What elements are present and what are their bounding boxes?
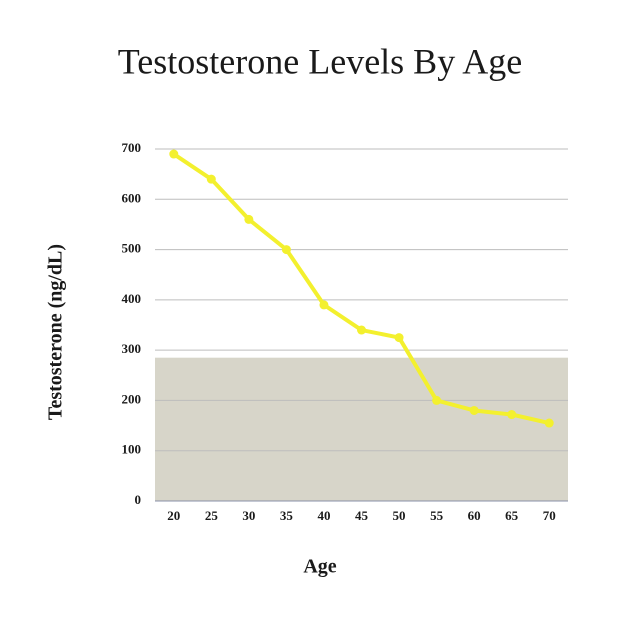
x-tick-label: 25 xyxy=(205,508,219,523)
data-point xyxy=(544,418,554,428)
x-tick-label: 50 xyxy=(393,508,406,523)
data-point xyxy=(357,325,366,335)
data-point xyxy=(469,405,479,415)
data-point xyxy=(394,333,404,343)
y-tick-label: 700 xyxy=(122,140,142,155)
y-tick-label: 600 xyxy=(122,190,142,205)
data-point xyxy=(244,214,254,224)
chart-title: Testosterone Levels By Age xyxy=(118,41,522,81)
y-tick-label: 100 xyxy=(122,442,142,457)
x-tick-label: 55 xyxy=(430,508,444,523)
data-point xyxy=(319,300,329,310)
x-tick-label: 30 xyxy=(242,508,255,523)
data-point xyxy=(206,174,216,184)
y-tick-label: 500 xyxy=(122,241,142,256)
x-tick-label: 45 xyxy=(355,508,369,523)
y-tick-label: 0 xyxy=(135,492,142,507)
x-tick-label: 20 xyxy=(167,508,180,523)
x-tick-label: 60 xyxy=(468,508,481,523)
x-tick-label: 40 xyxy=(317,508,330,523)
x-axis-label: Age xyxy=(303,556,336,578)
data-point xyxy=(169,149,179,159)
y-tick-label: 400 xyxy=(122,291,142,306)
y-tick-label: 300 xyxy=(122,341,142,356)
data-point xyxy=(507,410,517,420)
data-point xyxy=(281,245,291,255)
x-tick-label: 35 xyxy=(280,508,294,523)
x-tick-label: 65 xyxy=(505,508,519,523)
data-point xyxy=(432,395,442,405)
shaded-band xyxy=(155,357,568,501)
y-axis-label: Testosterone (ng/dL) xyxy=(45,244,67,420)
x-tick-label: 70 xyxy=(543,508,556,523)
y-tick-label: 200 xyxy=(122,391,142,406)
